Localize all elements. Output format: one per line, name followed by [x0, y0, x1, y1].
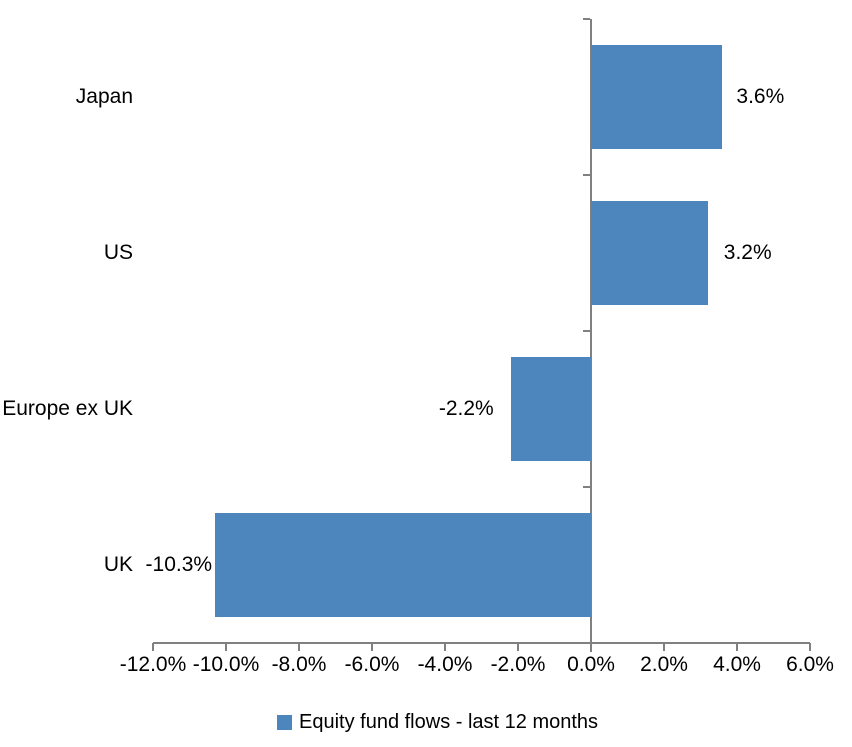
category-axis-tick	[583, 330, 590, 332]
x-axis-tick	[152, 643, 154, 651]
x-axis-tick-label: -2.0%	[490, 653, 546, 676]
x-axis-tick	[225, 643, 227, 651]
x-axis-tick-label: -10.0%	[192, 653, 260, 676]
data-label-europe-ex-uk: -2.2%	[438, 397, 494, 420]
x-axis-tick	[444, 643, 446, 651]
bar-europe-ex-uk	[510, 357, 591, 461]
category-label-uk: UK	[103, 553, 133, 576]
x-axis-tick	[736, 643, 738, 651]
data-label-us: 3.2%	[723, 241, 772, 264]
x-axis-tick-label: -6.0%	[344, 653, 400, 676]
bar-us	[591, 201, 708, 305]
bar-japan	[591, 45, 723, 149]
x-axis-tick-label: 4.0%	[713, 653, 761, 676]
x-axis-tick-label: 2.0%	[640, 653, 688, 676]
category-axis-tick	[583, 174, 590, 176]
x-axis-tick	[517, 643, 519, 651]
x-axis-tick	[298, 643, 300, 651]
x-axis-tick-label: -12.0%	[119, 653, 187, 676]
bar-uk	[215, 513, 591, 617]
x-axis-tick	[809, 643, 811, 651]
x-axis-tick	[663, 643, 665, 651]
data-label-japan: 3.6%	[736, 85, 785, 108]
x-axis-tick	[590, 643, 592, 651]
category-label-europe-ex-uk: Europe ex UK	[2, 397, 133, 420]
category-axis-tick	[583, 642, 590, 644]
legend-swatch-icon	[277, 714, 292, 730]
x-axis-tick-label: -4.0%	[417, 653, 473, 676]
x-axis-tick	[371, 643, 373, 651]
x-axis-tick-label: 0.0%	[567, 653, 615, 676]
category-axis-tick	[583, 18, 590, 20]
zero-axis-line	[590, 19, 592, 652]
category-label-japan: Japan	[75, 85, 133, 108]
x-axis-tick-label: 6.0%	[786, 653, 834, 676]
legend: Equity fund flows - last 12 months	[277, 710, 598, 734]
legend-label: Equity fund flows - last 12 months	[299, 711, 599, 733]
data-label-uk: -10.3%	[145, 553, 213, 576]
x-axis-tick-label: -8.0%	[271, 653, 327, 676]
category-label-us: US	[103, 241, 133, 264]
x-axis-line	[153, 642, 810, 644]
category-axis-tick	[583, 486, 590, 488]
